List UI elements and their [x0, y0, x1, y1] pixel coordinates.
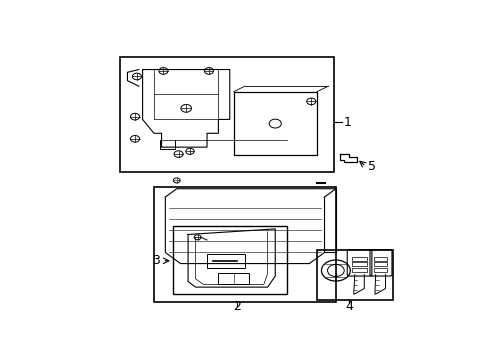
Bar — [351, 268, 366, 272]
Text: 4: 4 — [345, 300, 352, 312]
Bar — [373, 262, 386, 266]
Bar — [351, 257, 366, 261]
Bar — [351, 262, 366, 266]
Text: 2: 2 — [233, 300, 241, 312]
Bar — [316, 250, 392, 300]
Bar — [120, 57, 333, 172]
Bar — [233, 92, 316, 156]
Bar — [218, 273, 248, 284]
Bar — [373, 257, 386, 261]
Bar — [154, 187, 335, 302]
Text: 5: 5 — [367, 160, 375, 173]
Text: 1: 1 — [343, 116, 350, 129]
Bar — [373, 268, 386, 272]
Bar — [173, 226, 286, 294]
Bar — [206, 254, 244, 268]
Text: 3: 3 — [152, 254, 160, 267]
